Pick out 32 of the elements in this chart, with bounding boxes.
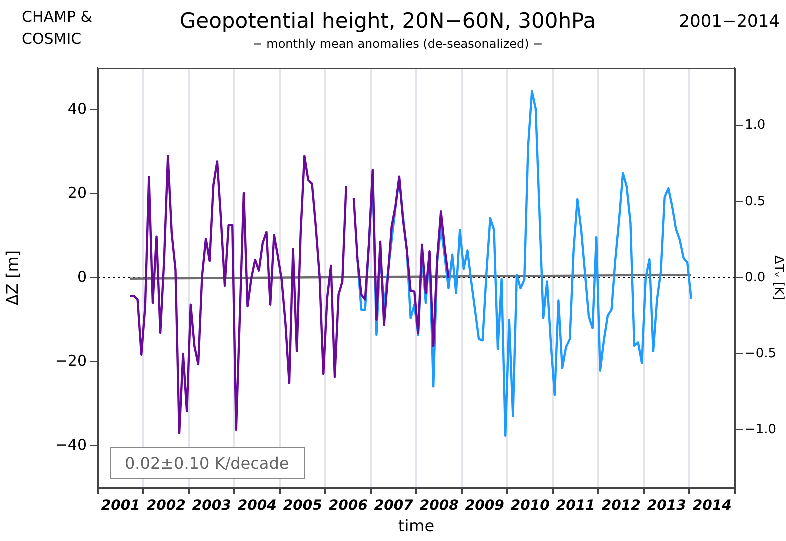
y-tick-label: 40 <box>68 100 87 118</box>
y2-tick-label: 1.0 <box>745 118 766 134</box>
y-tick-label: 20 <box>68 184 87 202</box>
x-tick-label: 2008 <box>420 498 460 514</box>
y2-tick-label: 0.0 <box>745 270 766 286</box>
x-tick-label: 2003 <box>192 498 232 514</box>
x-tick-label: 2012 <box>602 498 641 514</box>
x-tick-label: 2009 <box>465 498 505 514</box>
text: 2001−2014 <box>679 12 780 32</box>
text: CHAMP & COSMIC <box>22 8 93 48</box>
y2-tick-label: 0.5 <box>745 194 766 210</box>
x-axis-title: time <box>398 516 435 536</box>
x-tick-label: 2010 <box>510 498 550 514</box>
y-axis-title: ΔZ [m] <box>2 250 22 306</box>
chart-title: Geopotential height, 20N−60N, 300hPa <box>180 9 596 33</box>
x-tick-label: 2007 <box>374 498 414 514</box>
x-tick-label: 2013 <box>647 498 686 514</box>
annotation: 0.02±0.10 K/decade <box>125 454 290 473</box>
x-tick-label: 2005 <box>283 498 323 514</box>
y2-tick-label: −1.0 <box>745 422 777 438</box>
x-tick-label: 2014 <box>692 498 732 514</box>
x-tick-label: 2004 <box>238 498 277 514</box>
y-tick-label: −20 <box>55 352 87 370</box>
x-tick-label: 2001 <box>101 498 140 514</box>
x-tick-label: 2002 <box>146 498 186 514</box>
y-tick-label: −40 <box>55 436 87 454</box>
y-tick-label: 0 <box>77 268 87 286</box>
y2-tick-label: −0.5 <box>745 346 777 362</box>
chart-subtitle: − monthly mean anomalies (de-seasonalized) − <box>252 37 544 51</box>
y2-axis-title: ΔTᵥ [K] <box>770 255 786 301</box>
x-tick-label: 2006 <box>328 498 368 514</box>
x-tick-label: 2011 <box>556 498 596 514</box>
